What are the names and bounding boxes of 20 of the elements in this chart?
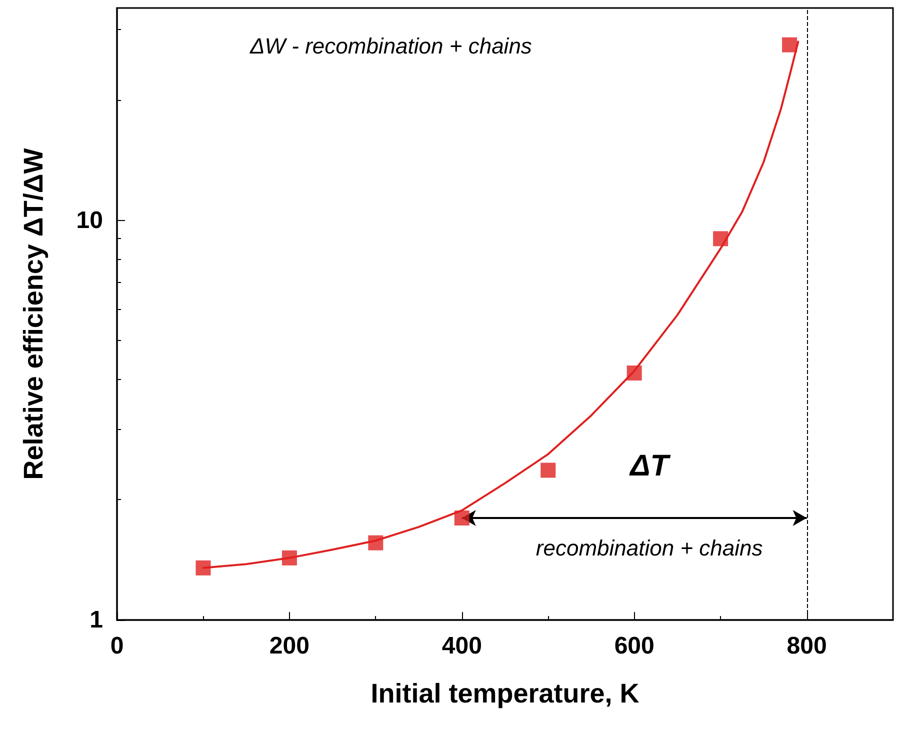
point [626,366,642,381]
x-tick-label: 200 [269,632,310,660]
x-axis-title: Initial temperature, K [370,678,640,708]
x-tick-label: 800 [786,632,827,660]
annotation: recombination + chains [536,535,763,560]
x-tick-label: 0 [110,632,124,660]
y-tick-label: 10 [76,206,103,234]
point [368,535,384,550]
annotation: ΔT [629,449,672,482]
point [282,550,297,566]
point [454,510,470,526]
point [196,560,211,576]
x-tick-label: 600 [614,632,654,660]
point [782,37,798,52]
y-tick-label: 1 [90,606,103,634]
x-tick-label: 400 [442,632,482,660]
point [713,231,728,246]
point [540,462,556,478]
annotation: ΔW - recombination + chains [249,34,532,58]
y-axis-title: Relative efficiency ΔT/ΔW [18,148,48,480]
